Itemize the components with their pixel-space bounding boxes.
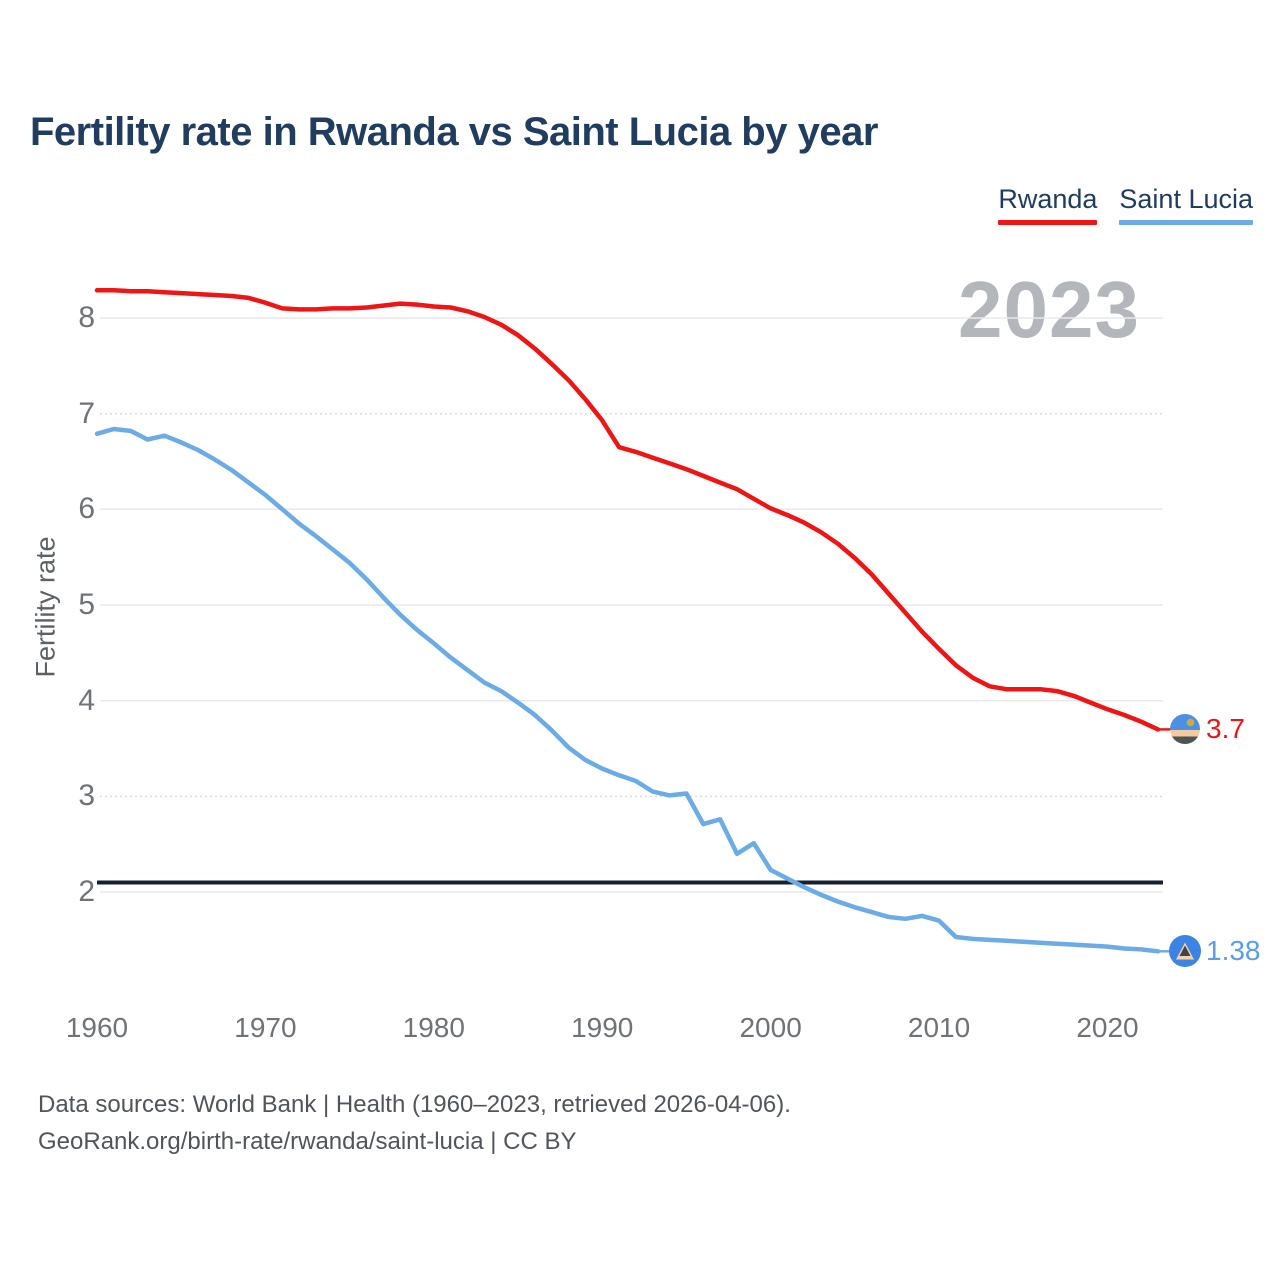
legend-underline-rwanda (998, 220, 1098, 225)
legend-underline-saint-lucia (1119, 220, 1253, 225)
y-tick-label-2: 2 (78, 875, 95, 909)
page-title: Fertility rate in Rwanda vs Saint Lucia … (30, 110, 878, 154)
y-tick-label-7: 7 (78, 396, 95, 430)
saint-lucia-end-value: 1.38 (1206, 935, 1261, 967)
series-line-saint-lucia[interactable] (94, 426, 1161, 954)
y-tick-label-5: 5 (78, 588, 95, 621)
legend-item-saint-lucia[interactable]: Saint Lucia (1119, 184, 1253, 225)
attribution-text: GeoRank.org/birth-rate/rwanda/saint-luci… (38, 1128, 577, 1155)
footer: Data sources: World Bank | Health (1960–… (38, 1086, 791, 1160)
y-tick-label-8: 8 (78, 301, 95, 334)
y-tick-label-6: 6 (78, 492, 95, 526)
rwanda-flag-icon (1170, 714, 1200, 749)
legend-item-rwanda[interactable]: Rwanda (998, 184, 1098, 225)
saint-lucia-flag-icon (1169, 935, 1201, 972)
x-tick-label-2010: 2010 (907, 1012, 971, 1043)
x-tick-label-2020: 2020 (1076, 1012, 1139, 1043)
data-sources-text: Data sources: World Bank | Health (1960–… (38, 1091, 791, 1118)
year-watermark: 2023 (958, 265, 1140, 354)
y-tick-label-3: 3 (78, 779, 95, 813)
rwanda-end-value: 3.7 (1206, 713, 1245, 745)
legend-label-saint-lucia: Saint Lucia (1119, 184, 1253, 214)
legend: Rwanda Saint Lucia (998, 184, 1253, 225)
x-tick-label-1970: 1970 (234, 1012, 297, 1043)
x-tick-label-1960: 1960 (65, 1012, 129, 1043)
x-tick-label-1990: 1990 (571, 1012, 634, 1043)
legend-label-rwanda: Rwanda (998, 184, 1098, 214)
y-axis-title: Fertility rate (30, 536, 61, 678)
y-tick-label-4: 4 (78, 683, 95, 717)
x-tick-label-2000: 2000 (739, 1012, 802, 1043)
x-tick-label-1980: 1980 (402, 1012, 465, 1043)
series-line-rwanda[interactable] (94, 288, 1161, 732)
